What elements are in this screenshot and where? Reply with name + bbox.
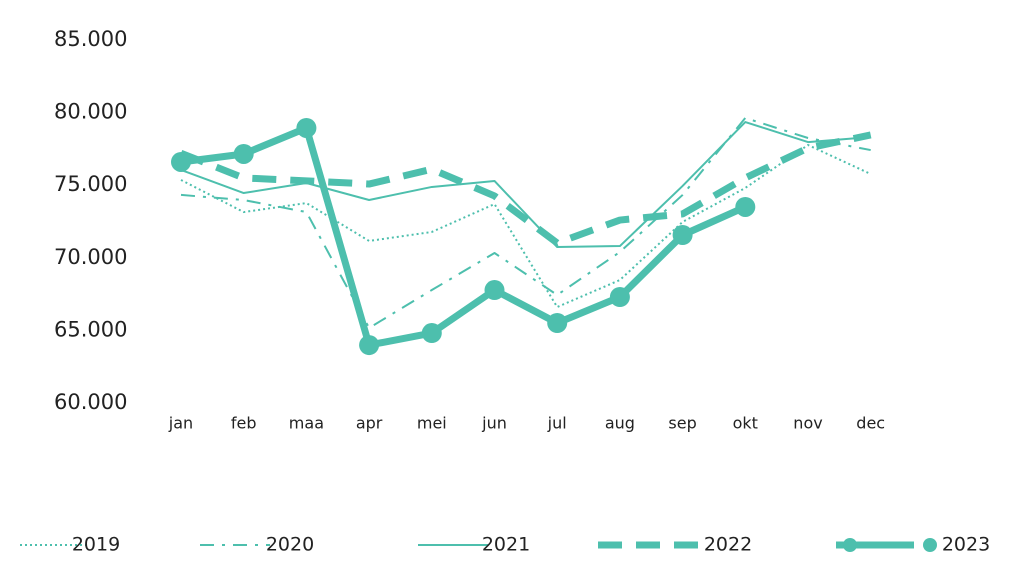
point (547, 312, 568, 333)
y-tick-label: 70.000 (54, 245, 127, 269)
point (484, 280, 505, 301)
point (421, 323, 442, 344)
legend-label: 2023 (942, 534, 990, 556)
x-tick-label: feb (231, 414, 257, 433)
point (359, 335, 380, 356)
y-tick-label: 80.000 (54, 100, 127, 124)
x-tick-label: jun (481, 414, 507, 433)
legend-label: 2022 (704, 534, 752, 556)
series-line (180, 121, 871, 249)
x-tick-label: mei (417, 414, 447, 433)
y-tick-label: 75.000 (54, 172, 127, 196)
point (609, 287, 630, 308)
point (171, 151, 191, 172)
legend-marker (923, 538, 937, 552)
series-line (180, 124, 747, 349)
x-tick-label: dec (856, 414, 885, 433)
x-tick-label: jul (547, 414, 567, 433)
x-tick-label: sep (668, 414, 696, 433)
x-tick-label: maa (289, 414, 324, 433)
legend-label: 2021 (482, 534, 530, 556)
x-tick-label: apr (356, 414, 383, 433)
y-tick-label: 60.000 (54, 390, 127, 414)
series-line (180, 116, 871, 329)
x-tick-label: okt (733, 414, 758, 433)
legend-label: 2019 (72, 534, 120, 556)
legend-label: 2020 (266, 534, 314, 556)
y-tick-label: 65.000 (54, 317, 127, 341)
point (735, 196, 756, 217)
point (233, 143, 254, 164)
x-tick-label: nov (793, 414, 822, 433)
point (296, 117, 317, 138)
point (672, 225, 693, 246)
series-line (179, 131, 872, 247)
y-tick-label: 85.000 (54, 27, 127, 51)
x-tick-label: aug (605, 414, 635, 433)
x-tick-label: jan (168, 414, 193, 433)
legend-marker (843, 538, 857, 552)
